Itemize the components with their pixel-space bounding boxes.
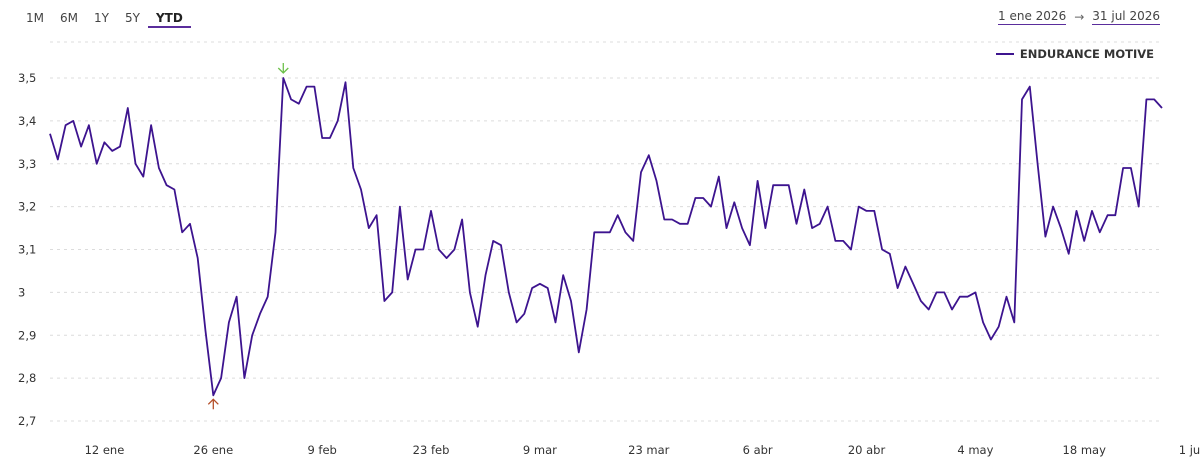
x-tick-label: 4 may [957,443,993,457]
x-tick-label: 23 feb [413,443,450,457]
range-tabs: 1M 6M 1Y 5Y YTD [18,9,191,28]
x-tick-label: 18 may [1063,443,1107,457]
y-tick-label: 3,1 [18,243,36,257]
x-tick-label: 26 ene [193,443,233,457]
y-tick-label: 3,5 [18,71,36,85]
legend: ENDURANCE MOTIVE [995,47,1154,61]
date-range-selector: 1 ene 2026 → 31 jul 2026 [998,9,1160,25]
y-tick-label: 3 [18,285,25,299]
x-tick-label: 6 abr [743,443,773,457]
x-tick-label: 9 feb [307,443,336,457]
x-tick-label: 20 abr [848,443,886,457]
series-line-endurance-motive [49,77,1163,397]
start-date[interactable]: 1 ene 2026 [998,9,1067,25]
legend-swatch [995,53,1014,55]
x-tick-label: 12 ene [85,443,125,457]
range-tab-1y[interactable]: 1Y [94,11,109,25]
y-tick-label: 2,9 [18,328,36,342]
end-date[interactable]: 31 jul 2026 [1092,9,1160,25]
x-tick-label: 9 mar [523,443,557,457]
arrow-up-icon [207,398,219,410]
x-tick-label: 23 mar [628,443,670,457]
range-tab-6m[interactable]: 6M [60,11,78,25]
arrow-right-icon: → [1074,10,1085,24]
y-tick-label: 3,2 [18,200,36,214]
y-tick-label: 2,8 [18,371,36,385]
x-tick-label: 1 jun [1179,443,1200,457]
legend-label: ENDURANCE MOTIVE [1019,47,1154,61]
range-tab-1m[interactable]: 1M [26,11,44,25]
range-tab-ytd[interactable]: YTD [147,9,191,28]
y-tick-label: 3,4 [18,114,36,128]
y-tick-label: 2,7 [18,414,36,428]
arrow-down-icon [277,63,289,74]
y-tick-label: 3,3 [18,157,36,171]
range-tab-5y[interactable]: 5Y [124,11,140,25]
